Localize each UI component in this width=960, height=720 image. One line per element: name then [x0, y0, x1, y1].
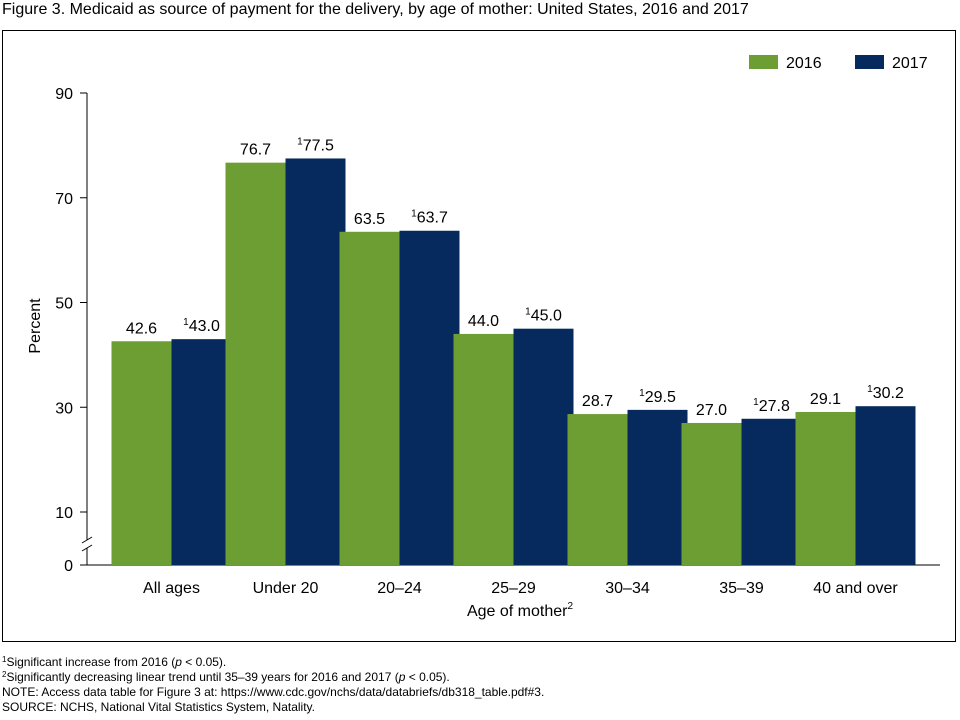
- data-label-2017-40-and-over: 130.2: [867, 384, 904, 402]
- data-label-2016-under-20: 76.7: [240, 142, 271, 159]
- bar-2016-25-29: [453, 333, 514, 565]
- bar-2017-40-and-over: [855, 406, 916, 565]
- axis-break-mark: [81, 544, 93, 552]
- footnote-2: 2Significantly decreasing linear trend u…: [2, 670, 450, 684]
- x-tick-label: 25–29: [491, 580, 536, 597]
- x-tick-label: All ages: [143, 580, 200, 597]
- bar-2016-40-and-over: [795, 411, 856, 565]
- x-tick-label: 20–24: [377, 580, 422, 597]
- y-tick-label: 70: [55, 191, 73, 208]
- y-tick-label: 0: [64, 558, 73, 575]
- chart-frame: [2, 30, 956, 642]
- bar-2017-under-20: [285, 158, 346, 565]
- legend-swatch-2017: [855, 55, 884, 69]
- legend-label-2017: 2017: [892, 55, 928, 72]
- y-tick-label: 90: [55, 86, 73, 103]
- data-label-2017-under-20: 177.5: [297, 136, 334, 154]
- bar-2017-20-24: [399, 230, 460, 565]
- data-label-2016-all-ages: 42.6: [126, 320, 157, 337]
- figure-title: Figure 3. Medicaid as source of payment …: [2, 1, 749, 18]
- data-label-2017-35-39: 127.8: [753, 397, 790, 415]
- y-tick-label: 30: [55, 400, 73, 417]
- x-tick-label: 40 and over: [813, 580, 898, 597]
- data-label-2017-20-24: 163.7: [411, 209, 448, 227]
- bar-2016-all-ages: [111, 341, 172, 565]
- bar-chart: 0 10 30 50 70 90 Percent 42.6 143.0 All ages 76.7 1…: [27, 55, 940, 620]
- source-line: SOURCE: NCHS, National Vital Statistics …: [2, 700, 315, 714]
- data-label-2016-30-34: 28.7: [582, 393, 613, 410]
- axis-break-mark: [81, 536, 93, 544]
- data-label-2017-30-34: 129.5: [639, 388, 676, 406]
- footnote-1: 1Significant increase from 2016 (p < 0.0…: [2, 655, 227, 669]
- bar-2017-35-39: [741, 418, 802, 565]
- data-label-2016-40-and-over: 29.1: [810, 391, 841, 408]
- data-label-2017-25-29: 145.0: [525, 307, 562, 325]
- bar-2017-25-29: [513, 328, 574, 565]
- x-tick-label: Under 20: [253, 580, 319, 597]
- bar-2016-30-34: [567, 414, 628, 565]
- footnotes: 1Significant increase from 2016 (p < 0.0…: [2, 655, 544, 715]
- x-tick-label: 30–34: [605, 580, 650, 597]
- note-line: NOTE: Access data table for Figure 3 at:…: [2, 685, 545, 699]
- legend-label-2016: 2016: [786, 55, 822, 72]
- bar-2017-all-ages: [171, 339, 232, 565]
- x-axis-label: Age of mother2: [467, 601, 574, 620]
- data-label-2016-20-24: 63.5: [354, 211, 385, 228]
- bar-2016-20-24: [339, 231, 400, 565]
- y-tick-label: 10: [55, 505, 73, 522]
- bar-2016-35-39: [681, 422, 742, 565]
- bar-2016-under-20: [225, 162, 286, 565]
- y-axis-label: Percent: [27, 298, 44, 354]
- y-tick-label: 50: [55, 296, 73, 313]
- data-label-2016-35-39: 27.0: [696, 402, 727, 419]
- legend-swatch-2016: [749, 55, 778, 69]
- bar-2017-30-34: [627, 409, 688, 565]
- data-label-2016-25-29: 44.0: [468, 313, 499, 330]
- x-tick-label: 35–39: [719, 580, 764, 597]
- data-label-2017-all-ages: 143.0: [183, 317, 220, 335]
